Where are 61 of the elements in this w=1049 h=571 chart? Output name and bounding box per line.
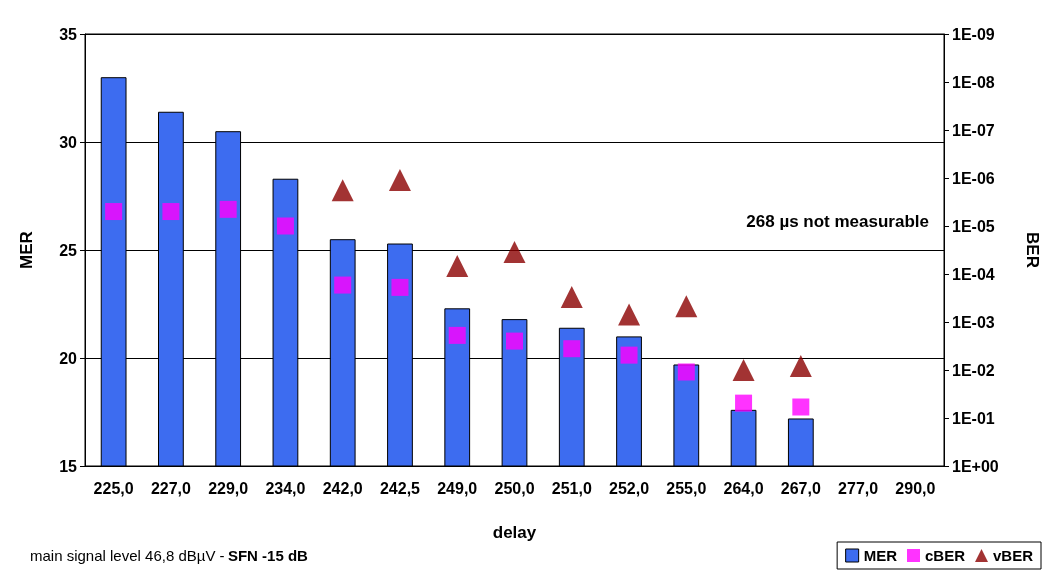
y-tick-label: 15: [59, 457, 78, 475]
point: [446, 254, 469, 277]
point: [448, 326, 466, 344]
x-tick-label: 250,0: [494, 479, 535, 497]
x-tick-label: 252,0: [609, 479, 650, 497]
legend-label: MER: [863, 547, 898, 564]
legend-label: cBER: [924, 547, 966, 564]
point: [503, 241, 526, 264]
x-tick-label: 225,0: [93, 479, 134, 497]
point: [563, 340, 581, 358]
point: [789, 355, 812, 378]
point: [105, 203, 123, 221]
x-tick-label: 229,0: [208, 479, 249, 497]
point: [677, 363, 695, 381]
point: [334, 276, 352, 294]
x-tick-label: 290,0: [895, 479, 936, 497]
point: [560, 285, 583, 308]
x-tick-label: 264,0: [723, 479, 764, 497]
x-axis-title: delay: [492, 523, 537, 542]
point: [792, 398, 810, 416]
x-tick-label: 242,5: [379, 479, 421, 497]
x-tick-label: 242,0: [322, 479, 363, 497]
y2-tick-label: 1E-04: [952, 265, 995, 283]
text: main signal level 46,8 dBµV -: [30, 547, 225, 564]
point: [276, 217, 294, 235]
text: SFN -15 dB: [227, 547, 309, 564]
point: [331, 179, 354, 202]
point: [620, 346, 638, 364]
x-tick-label: 255,0: [666, 479, 707, 497]
y-tick-label: 25: [59, 241, 78, 259]
y2-tick-label: 1E-02: [952, 361, 995, 379]
x-tick-label: 267,0: [780, 479, 821, 497]
x-tick-label: 249,0: [437, 479, 478, 497]
annotation: 268 µs not measurable: [746, 212, 930, 231]
y2-tick-label: 1E-01: [952, 409, 995, 427]
y2-tick-label: 1E-08: [952, 73, 995, 91]
y2-tick-label: 1E-05: [952, 217, 995, 235]
x-tick-label: 234,0: [265, 479, 306, 497]
point: [388, 168, 411, 191]
point: [162, 203, 180, 221]
point: [618, 303, 641, 326]
point: [735, 394, 753, 412]
x-tick-label: 277,0: [838, 479, 879, 497]
point: [391, 278, 409, 296]
y-tick-label: 30: [59, 133, 78, 151]
y-axis-title: MER: [17, 231, 36, 269]
point: [219, 200, 237, 218]
y2-tick-label: 1E-09: [952, 25, 995, 43]
x-tick-label: 227,0: [150, 479, 192, 497]
y2-tick-label: 1E-03: [952, 313, 995, 331]
point: [506, 332, 523, 350]
point: [732, 359, 755, 381]
y2-axis-title: BER: [1023, 232, 1042, 268]
y2-tick-label: 1E+00: [952, 457, 999, 475]
point: [675, 295, 698, 318]
y-tick-label: 35: [59, 25, 78, 43]
y2-tick-label: 1E-06: [952, 169, 995, 187]
legend-label: vBER: [992, 547, 1034, 564]
y2-tick-label: 1E-07: [952, 121, 995, 139]
y-tick-label: 20: [59, 349, 78, 367]
x-tick-label: 251,0: [551, 479, 592, 497]
